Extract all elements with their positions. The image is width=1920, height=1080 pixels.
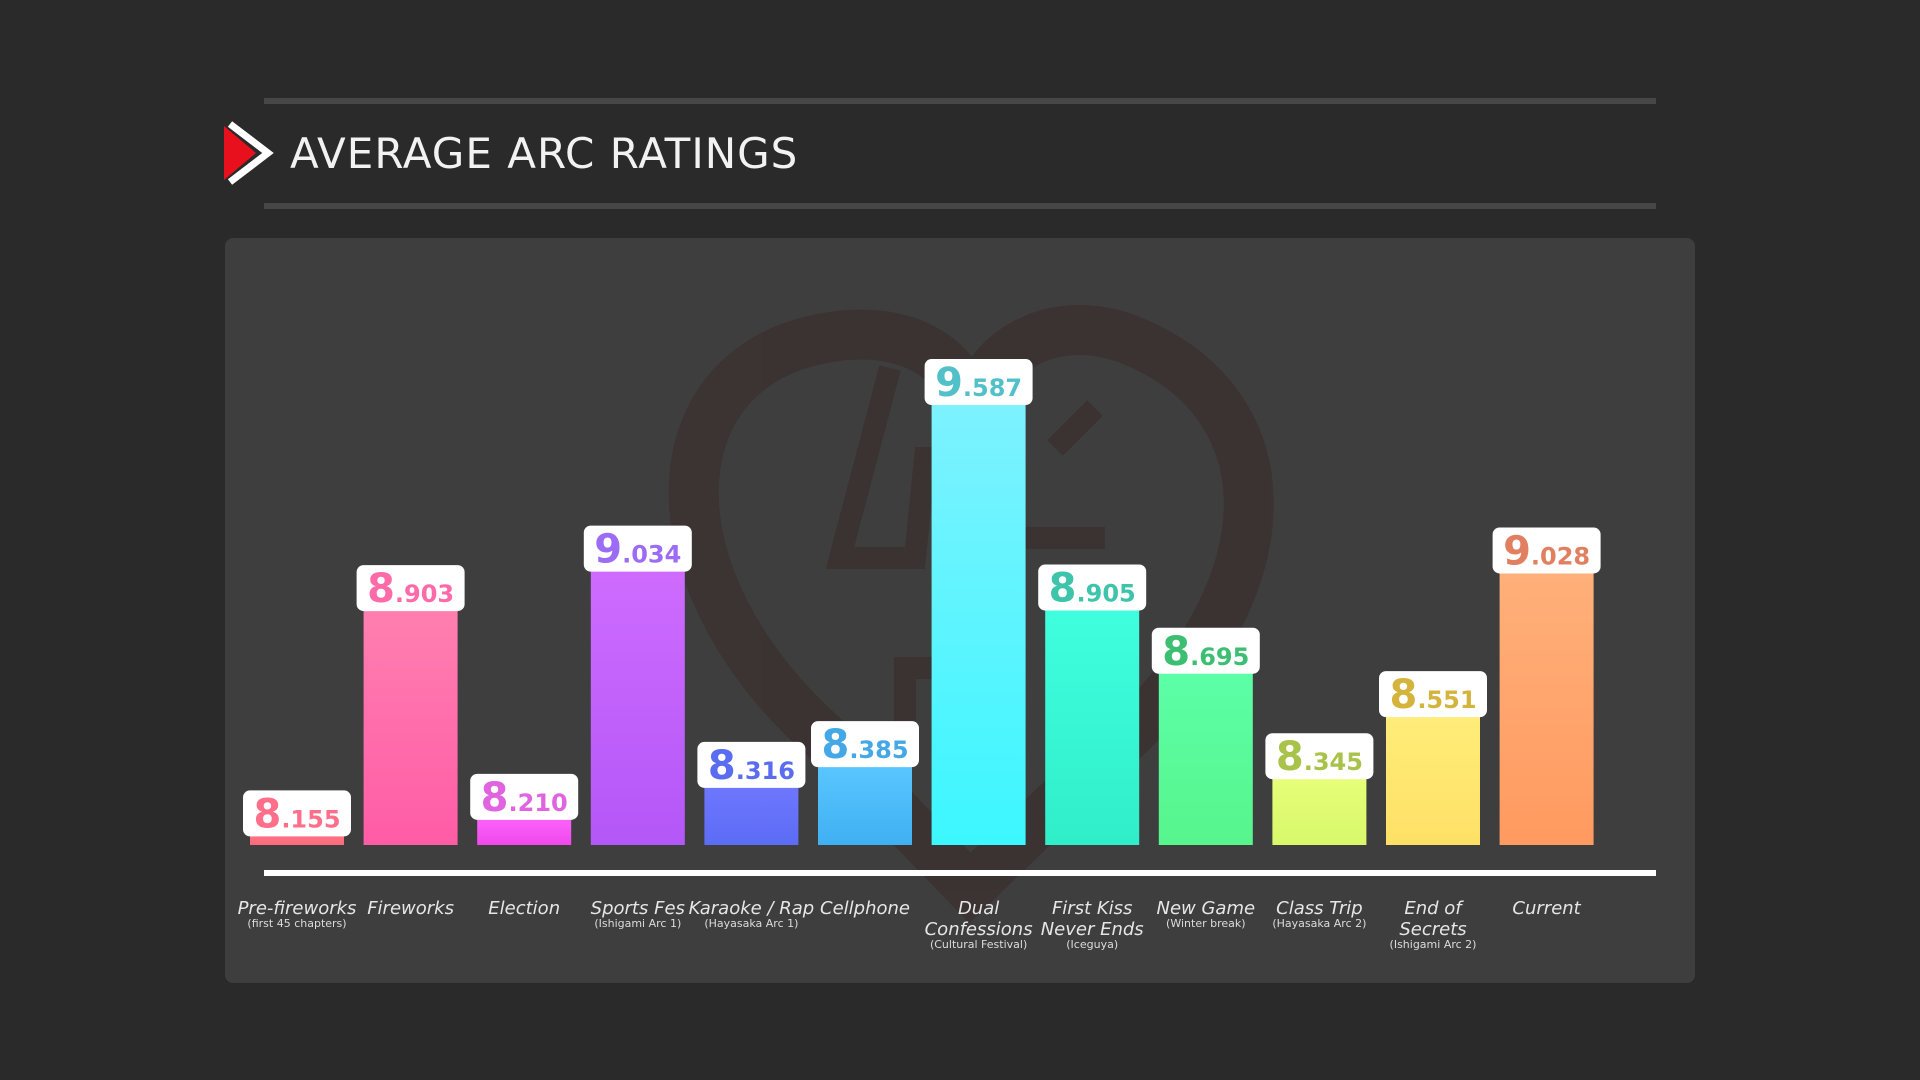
value-badge-pre-fireworks bbox=[243, 790, 351, 837]
bar-first-kiss-never-ends bbox=[1045, 602, 1140, 845]
value-badge-end-of-secrets bbox=[1379, 671, 1487, 718]
bar-class-trip bbox=[1272, 771, 1367, 845]
bar-new-game bbox=[1158, 665, 1253, 845]
data-label-dec: .903 bbox=[395, 580, 454, 608]
tick-sublabel-karaoke-rap: (Hayasaka Arc 1) bbox=[704, 917, 798, 930]
value-badge-fireworks bbox=[356, 565, 465, 612]
tick-label-cellphone: Cellphone bbox=[820, 898, 910, 919]
tick-label-dual-confessions: Dual bbox=[958, 898, 999, 919]
x-axis-baseline bbox=[264, 870, 1656, 876]
page-title: AVERAGE ARC RATINGS bbox=[290, 129, 799, 178]
data-label-current: 9.028 bbox=[1503, 528, 1590, 574]
value-badge-cellphone bbox=[811, 721, 919, 768]
value-badge-dual-confessions bbox=[924, 359, 1033, 406]
tick-sublabel-first-kiss-never-ends: (Iceguya) bbox=[1066, 938, 1118, 951]
data-label-dec: .155 bbox=[281, 805, 340, 833]
data-label-dec: .028 bbox=[1531, 542, 1590, 570]
data-label-dec: .385 bbox=[849, 736, 908, 764]
tick-sublabel-pre-fireworks: (first 45 chapters) bbox=[247, 917, 346, 930]
chevron-red-shape bbox=[224, 126, 256, 180]
bars-layer: 8.1558.9038.2109.0348.3168.3859.5878.905… bbox=[243, 359, 1601, 845]
bar-karaoke-rap bbox=[704, 779, 799, 845]
data-label-pre-fireworks: 8.155 bbox=[253, 791, 340, 837]
data-label-int: 8 bbox=[481, 775, 509, 821]
value-badge-first-kiss-never-ends bbox=[1038, 564, 1147, 611]
data-label-dec: .551 bbox=[1417, 686, 1476, 714]
data-label-dec: .210 bbox=[509, 789, 568, 817]
bar-cellphone bbox=[818, 759, 912, 845]
data-label-cellphone: 8.385 bbox=[821, 722, 908, 768]
bar-chart: 8.1558.9038.2109.0348.3168.3859.5878.905… bbox=[238, 305, 1656, 951]
value-badge-election bbox=[470, 773, 579, 820]
tick-label-first-kiss-never-ends-line2: Never Ends bbox=[1041, 919, 1144, 940]
tick-label-pre-fireworks: Pre-fireworks bbox=[238, 898, 357, 919]
value-badge-karaoke-rap bbox=[697, 741, 806, 788]
data-label-int: 8 bbox=[367, 566, 395, 612]
play-chevron-icon bbox=[224, 121, 274, 185]
data-label-int: 8 bbox=[1162, 629, 1190, 675]
data-label-dec: .587 bbox=[963, 374, 1022, 402]
bar-fireworks bbox=[363, 603, 458, 845]
tick-label-sports-fes: Sports Fes bbox=[591, 898, 685, 919]
data-label-int: 8 bbox=[253, 791, 281, 837]
tick-label-fireworks: Fireworks bbox=[367, 898, 454, 919]
data-label-int: 8 bbox=[821, 722, 849, 768]
data-label-int: 8 bbox=[1276, 734, 1304, 780]
tick-label-dual-confessions-line2: Confessions bbox=[925, 919, 1033, 940]
data-label-int: 9 bbox=[594, 527, 622, 573]
category-labels-layer: Pre-fireworks(first 45 chapters) Firework… bbox=[238, 898, 1582, 951]
data-label-int: 8 bbox=[1049, 565, 1077, 611]
tick-label-end-of-secrets: End of bbox=[1404, 898, 1464, 919]
tick-label-first-kiss-never-ends: First Kiss bbox=[1052, 898, 1132, 919]
value-badge-class-trip bbox=[1265, 733, 1374, 780]
data-label-dec: .316 bbox=[736, 757, 795, 785]
data-label-election: 8.210 bbox=[481, 775, 568, 821]
tick-label-class-trip: Class Trip bbox=[1276, 898, 1363, 919]
data-label-sports-fes: 9.034 bbox=[594, 527, 681, 573]
value-badge-current bbox=[1492, 527, 1601, 574]
data-label-karaoke-rap: 8.316 bbox=[708, 743, 795, 789]
tick-sublabel-sports-fes: (Ishigami Arc 1) bbox=[594, 917, 681, 930]
chart-panel: 8.155 8.903 8.210 9.034 8.316 8.385 9.587 8.905… bbox=[225, 238, 1695, 983]
tick-label-karaoke-rap: Karaoke / Rap bbox=[689, 898, 815, 919]
tick-label-current: Current bbox=[1512, 898, 1581, 919]
data-label-first-kiss-never-ends: 8.905 bbox=[1049, 565, 1136, 611]
tick-sublabel-new-game: (Winter break) bbox=[1166, 917, 1246, 930]
data-label-dual-confessions: 9.587 bbox=[935, 360, 1022, 406]
data-label-int: 9 bbox=[935, 360, 963, 406]
tick-sublabel-dual-confessions: (Cultural Festival) bbox=[930, 938, 1027, 951]
data-label-fireworks: 8.903 bbox=[367, 566, 454, 612]
data-label-new-game: 8.695 bbox=[1162, 629, 1249, 675]
tick-label-election: Election bbox=[488, 898, 560, 919]
bar-sports-fes bbox=[590, 563, 685, 845]
bar-end-of-secrets bbox=[1386, 709, 1480, 845]
tick-label-new-game: New Game bbox=[1157, 898, 1256, 919]
value-badge-sports-fes bbox=[583, 525, 692, 572]
tick-sublabel-class-trip: (Hayasaka Arc 2) bbox=[1272, 917, 1366, 930]
data-label-int: 8 bbox=[1389, 672, 1417, 718]
data-label-int: 8 bbox=[708, 743, 736, 789]
data-label-dec: .695 bbox=[1190, 643, 1249, 671]
tick-label-end-of-secrets-line2: Secrets bbox=[1399, 919, 1466, 940]
data-label-class-trip: 8.345 bbox=[1276, 734, 1363, 780]
data-label-dec: .905 bbox=[1077, 579, 1136, 607]
header-top-rule bbox=[264, 98, 1656, 104]
data-label-end-of-secrets: 8.551 bbox=[1389, 672, 1476, 718]
header-bottom-rule bbox=[264, 203, 1656, 209]
bar-current bbox=[1499, 565, 1594, 845]
chevron-white-stroke bbox=[227, 121, 274, 185]
bar-dual-confessions bbox=[931, 397, 1026, 845]
value-badge-new-game bbox=[1151, 627, 1260, 674]
data-label-int: 9 bbox=[1503, 528, 1531, 574]
data-label-dec: .345 bbox=[1304, 748, 1363, 776]
tick-sublabel-end-of-secrets: (Ishigami Arc 2) bbox=[1390, 938, 1477, 951]
data-label-dec: .034 bbox=[622, 541, 681, 569]
